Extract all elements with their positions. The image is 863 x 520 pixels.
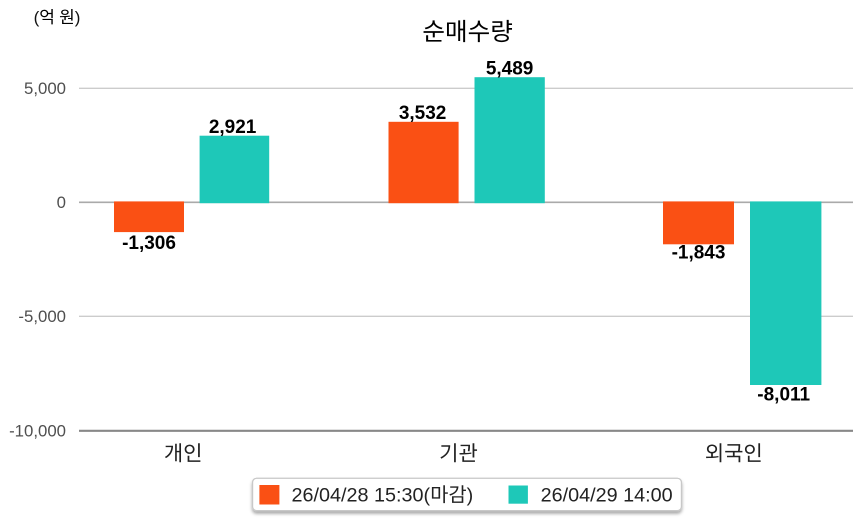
svg-text:2,921: 2,921 <box>209 117 257 138</box>
svg-text:0: 0 <box>57 193 66 212</box>
svg-text:): ) <box>75 8 81 27</box>
svg-text:5,000: 5,000 <box>24 79 66 98</box>
svg-text:-10,000: -10,000 <box>9 422 66 441</box>
svg-text:5,489: 5,489 <box>486 58 534 79</box>
svg-text:26/04/28 15:30(: 26/04/28 15:30( <box>292 485 431 507</box>
svg-text:3,532: 3,532 <box>399 103 447 124</box>
svg-text:-5,000: -5,000 <box>18 307 66 326</box>
svg-text:26/04/29 14:00: 26/04/29 14:00 <box>541 485 673 507</box>
svg-text:-1,843: -1,843 <box>672 243 726 264</box>
svg-text:): ) <box>467 485 474 507</box>
svg-text:-1,306: -1,306 <box>122 233 176 254</box>
svg-text:(: ( <box>34 8 40 27</box>
svg-text:-8,011: -8,011 <box>757 385 810 406</box>
